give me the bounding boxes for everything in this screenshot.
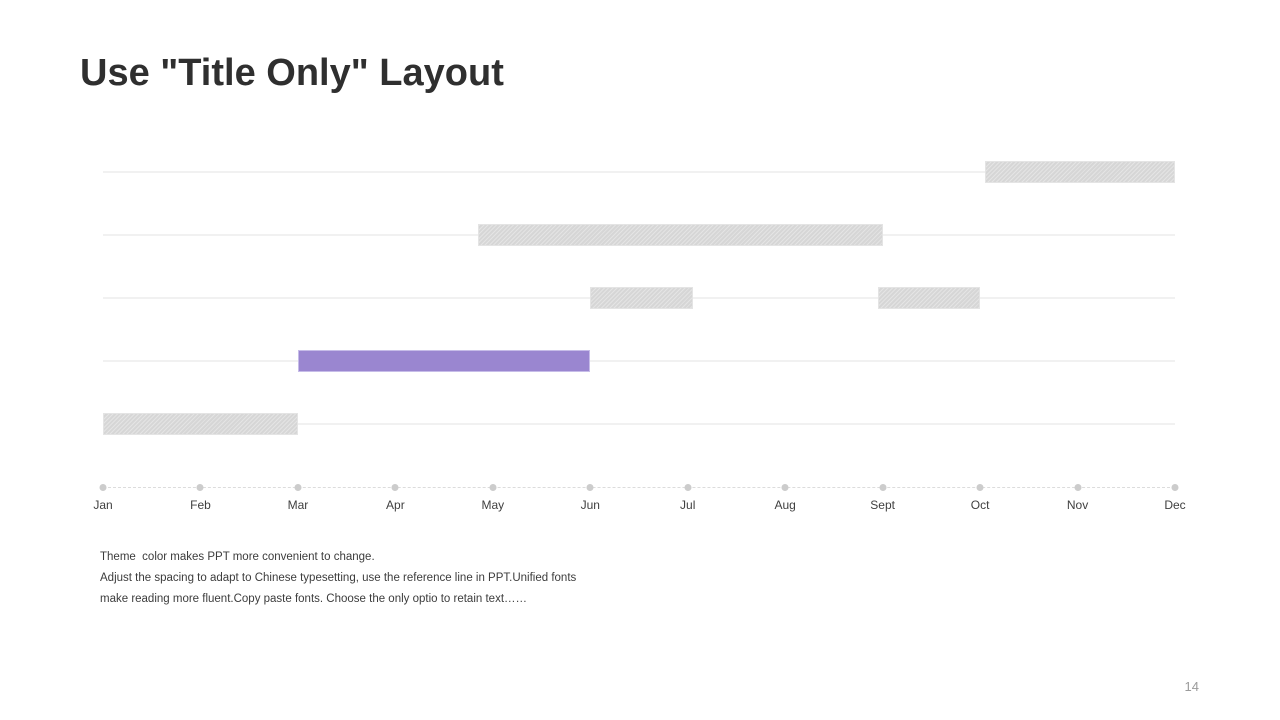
row-gridline-4	[103, 360, 1175, 362]
timeline-dot-feb	[196, 484, 204, 491]
timeline-dot-mar	[294, 484, 302, 491]
row-gridline-1	[103, 171, 1175, 173]
page-number: 14	[1184, 679, 1199, 694]
month-label-apr: Apr	[386, 498, 405, 512]
notes-line-2: Adjust the spacing to adapt to Chinese t…	[100, 571, 577, 584]
month-label-jan: Jan	[93, 498, 113, 512]
timeline-dot-aug	[781, 484, 789, 491]
gantt-bar-gray	[478, 224, 883, 246]
gantt-bar-gray	[590, 287, 693, 309]
notes-line-3: make reading more fluent.Copy paste font…	[100, 592, 528, 605]
month-label-mar: Mar	[287, 498, 309, 512]
timeline-dot-dec	[1171, 484, 1179, 491]
notes-text-block: Theme color makes PPT more convenient to…	[100, 547, 576, 609]
month-label-feb: Feb	[190, 498, 211, 512]
timeline-dot-apr	[391, 484, 399, 491]
timeline-dot-jun	[586, 484, 594, 491]
gantt-bar-gray	[103, 413, 298, 435]
row-gridline-5	[103, 423, 1175, 425]
month-label-oct: Oct	[970, 498, 990, 512]
gantt-bar-gray	[877, 287, 981, 309]
month-label-may: May	[481, 498, 505, 512]
notes-line-1: Theme color makes PPT more convenient to…	[100, 551, 375, 563]
month-label-aug: Aug	[774, 498, 796, 512]
gantt-chart: Jan Feb Mar Apr May Jun Jul Aug Sept Oct Nov Dec	[93, 140, 1186, 540]
timeline-dot-jan	[99, 484, 107, 491]
month-label-jun: Jun	[580, 498, 600, 512]
gantt-bar-accent	[297, 350, 591, 372]
timeline-dot-sept	[879, 484, 887, 491]
month-label-sept: Sept	[870, 498, 895, 512]
timeline-dot-may	[489, 484, 497, 491]
month-label-jul: Jul	[680, 498, 696, 512]
timeline-dot-oct	[976, 484, 984, 491]
timeline-axis-line	[103, 487, 1175, 488]
timeline-dot-jul	[684, 484, 692, 491]
timeline-dot-nov	[1074, 484, 1082, 491]
gantt-bar-gray	[984, 161, 1175, 183]
slide-title: Use "Title Only" Layout	[80, 52, 504, 94]
month-label-nov: Nov	[1066, 498, 1089, 512]
month-label-dec: Dec	[1164, 498, 1186, 512]
